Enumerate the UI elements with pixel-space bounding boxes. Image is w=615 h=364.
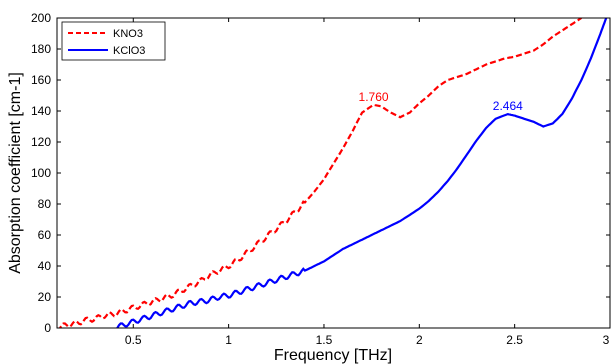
y-tick-label: 140 — [31, 104, 51, 118]
y-tick-label: 80 — [38, 197, 52, 211]
peak-annotation: 1.760 — [359, 90, 389, 104]
x-axis: 0.5 1 1.5 2 2.5 3 — [125, 18, 611, 347]
y-tick-label: 0 — [44, 321, 51, 335]
plot-area — [57, 18, 610, 328]
y-tick-label: 180 — [31, 42, 51, 56]
x-tick-label: 2 — [416, 333, 423, 347]
legend-label-kno3: KNO3 — [113, 28, 143, 40]
series-layer — [58, 18, 608, 328]
y-tick-label: 100 — [31, 166, 51, 180]
legend: KNO3 KClO3 — [61, 21, 166, 61]
y-tick-label: 20 — [38, 290, 52, 304]
y-tick-label: 120 — [31, 135, 51, 149]
x-tick-label: 3 — [603, 333, 610, 347]
y-tick-label: 40 — [38, 259, 52, 273]
y-tick-label: 160 — [31, 73, 51, 87]
y-tick-label: 200 — [31, 11, 51, 25]
series-line-kclo3 — [115, 18, 608, 328]
x-tick-label: 1 — [225, 333, 232, 347]
annotation-layer: 1.760 2.464 — [359, 90, 524, 113]
x-tick-label: 2.5 — [506, 333, 523, 347]
x-tick-label: 0.5 — [125, 333, 142, 347]
x-tick-label: 1.5 — [316, 333, 333, 347]
legend-label-kclo3: KClO3 — [113, 45, 145, 57]
y-axis-title: Absorption coefficient [cm-1] — [7, 72, 24, 274]
y-tick-label: 60 — [38, 228, 52, 242]
legend-box — [61, 21, 166, 61]
series-line-kno3 — [58, 18, 582, 328]
peak-annotation: 2.464 — [493, 99, 523, 113]
x-axis-title: Frequency [THz] — [274, 347, 392, 364]
y-axis: 0 20 40 60 80 100 120 140 160 180 200 — [31, 11, 610, 335]
